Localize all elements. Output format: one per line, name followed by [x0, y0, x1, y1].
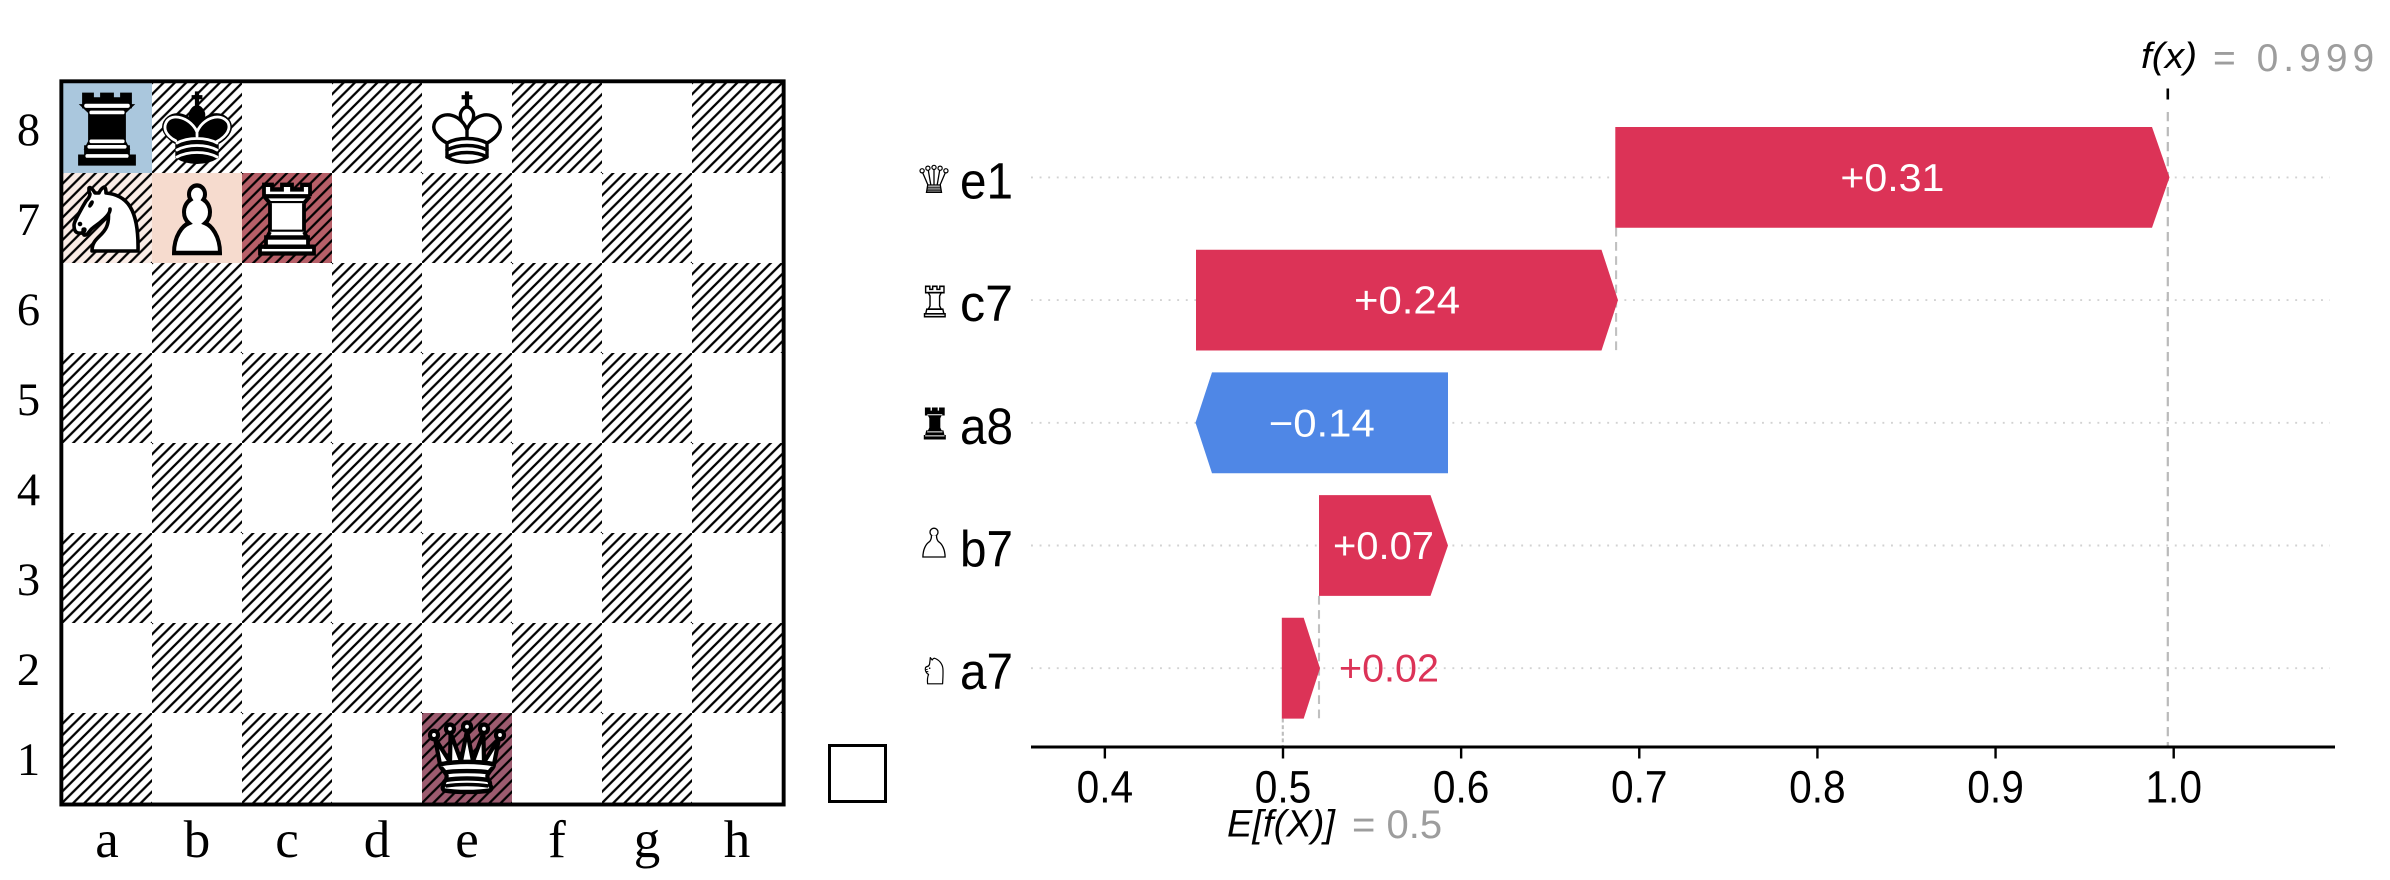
svg-text:E[f(X)]: E[f(X)] — [1227, 804, 1336, 846]
svg-text:a7: a7 — [960, 643, 1013, 700]
svg-text:e1: e1 — [960, 152, 1013, 209]
svg-text:3: 3 — [17, 555, 40, 606]
svg-text:0.6: 0.6 — [1433, 762, 1490, 813]
svg-text:0.8: 0.8 — [1789, 762, 1846, 813]
svg-text:f: f — [548, 811, 566, 869]
svg-text:1.0: 1.0 — [2145, 762, 2202, 813]
svg-text:d: d — [364, 811, 391, 869]
svg-text:−0.14: −0.14 — [1269, 402, 1375, 445]
svg-text:5: 5 — [17, 375, 40, 426]
svg-text:g: g — [634, 811, 661, 869]
svg-text:6: 6 — [17, 285, 40, 336]
svg-text:0.4: 0.4 — [1077, 762, 1134, 813]
svg-text:a8: a8 — [960, 398, 1013, 455]
svg-text:c: c — [275, 811, 299, 869]
svg-text:h: h — [724, 811, 751, 869]
svg-text:+0.02: +0.02 — [1339, 648, 1439, 691]
svg-text:4: 4 — [17, 465, 40, 516]
svg-text:+0.24: +0.24 — [1354, 280, 1460, 323]
svg-text:2: 2 — [17, 645, 40, 696]
svg-text:7: 7 — [17, 195, 40, 246]
svg-text:1: 1 — [17, 735, 40, 786]
svg-text:= 0.999: = 0.999 — [2213, 37, 2379, 80]
svg-text:8: 8 — [17, 105, 40, 156]
svg-text:e: e — [455, 811, 479, 869]
svg-text:c7: c7 — [960, 275, 1013, 332]
svg-text:0.9: 0.9 — [1967, 762, 2024, 813]
svg-text:+0.31: +0.31 — [1840, 157, 1944, 200]
svg-text:+0.07: +0.07 — [1333, 525, 1434, 568]
svg-text:= 0.5: = 0.5 — [1352, 803, 1442, 847]
svg-text:b: b — [184, 811, 211, 869]
svg-text:f(x): f(x) — [2141, 35, 2197, 76]
svg-text:0.7: 0.7 — [1611, 762, 1668, 813]
svg-text:0.5: 0.5 — [1255, 762, 1312, 813]
svg-text:b7: b7 — [960, 521, 1013, 578]
svg-text:a: a — [95, 811, 119, 869]
